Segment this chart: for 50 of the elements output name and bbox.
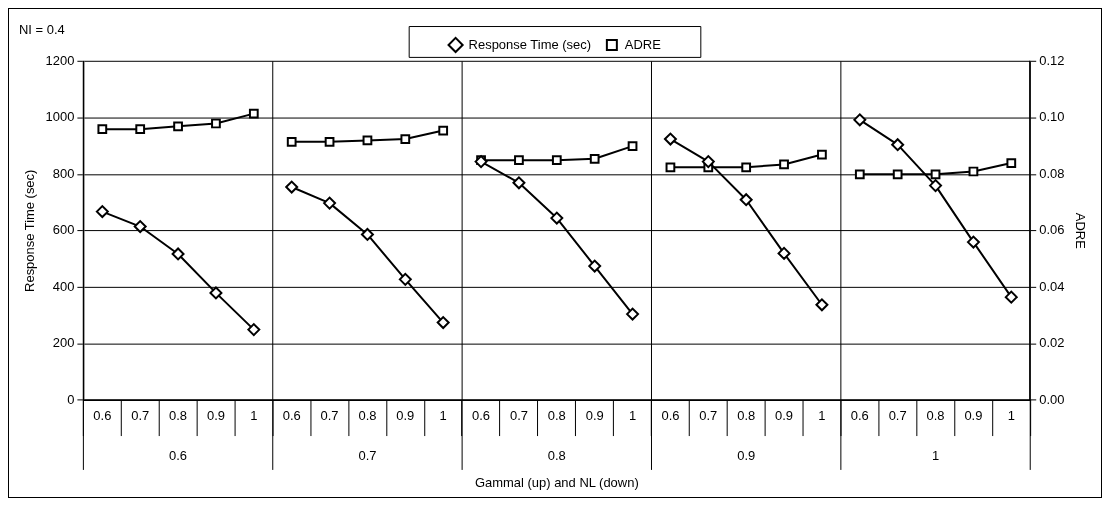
x-tick-label: 0.7 (131, 408, 150, 424)
x-tick-label: 0.9 (964, 408, 983, 424)
x-tick-label: 1 (818, 408, 826, 424)
y-tick-label: 400 (52, 278, 75, 294)
x-tick-label: 1 (439, 408, 447, 424)
x-tick-label: 0.8 (169, 408, 188, 424)
x-tick-label: 1 (628, 408, 637, 424)
x-tick-label: 0.6 (661, 408, 680, 424)
x-tick-label: 0.7 (320, 408, 339, 424)
x-tick-label: 0.7 (888, 408, 907, 424)
x-tick-label: 0.6 (850, 408, 869, 424)
y2-tick-label: 0.04 (1039, 278, 1065, 294)
x-axis-title: Gammal (up) and NL (down) (474, 474, 639, 490)
y2-tick-label: 0.06 (1039, 222, 1065, 238)
y-axis-title: Response Time (sec) (22, 169, 38, 292)
y2-axis-title: ADRE (1072, 212, 1088, 250)
legend-label: ADRE (624, 36, 662, 52)
x-tick-label: 0.8 (737, 408, 756, 424)
y-tick-label: 1200 (45, 52, 75, 68)
x-tick-label: 0.7 (699, 408, 718, 424)
x-tick-label: 0.8 (358, 408, 377, 424)
y-tick-label: 200 (52, 335, 75, 351)
x-tick-label: 0.9 (585, 408, 604, 424)
x-tick-label: 0.8 (547, 408, 566, 424)
text: 0.8 (547, 447, 566, 463)
x-tick-label: 0.6 (472, 408, 491, 424)
x-tick-label: 0.6 (93, 408, 112, 424)
text: 0.7 (358, 447, 377, 463)
x-tick-label: 1 (1007, 408, 1015, 424)
text: 0.6 (169, 447, 188, 463)
text: 0.9 (737, 447, 756, 463)
legend-label: Response Time (sec) (468, 36, 592, 52)
x-tick-label: 1 (250, 408, 258, 424)
x-tick-label: 0.6 (282, 408, 301, 424)
y2-tick-label: 0.08 (1039, 165, 1065, 181)
x-tick-label: 0.8 (926, 408, 945, 424)
y-tick-label: 1000 (45, 109, 75, 125)
y-tick-label: 600 (52, 222, 75, 238)
y-tick-label: 800 (52, 165, 75, 181)
y2-tick-label: 0.02 (1039, 335, 1065, 351)
text: 1 (931, 447, 940, 463)
y2-tick-label: 0.12 (1039, 52, 1065, 68)
x-tick-label: 0.9 (206, 408, 225, 424)
x-tick-label: 0.7 (509, 408, 528, 424)
x-tick-label: 0.9 (775, 408, 794, 424)
x-tick-label: 0.9 (396, 408, 415, 424)
y-tick-label: 0 (67, 391, 75, 407)
chart-title: NI = 0.4 (18, 22, 65, 38)
y2-tick-label: 0.10 (1039, 109, 1065, 125)
y2-tick-label: 0.00 (1039, 391, 1065, 407)
